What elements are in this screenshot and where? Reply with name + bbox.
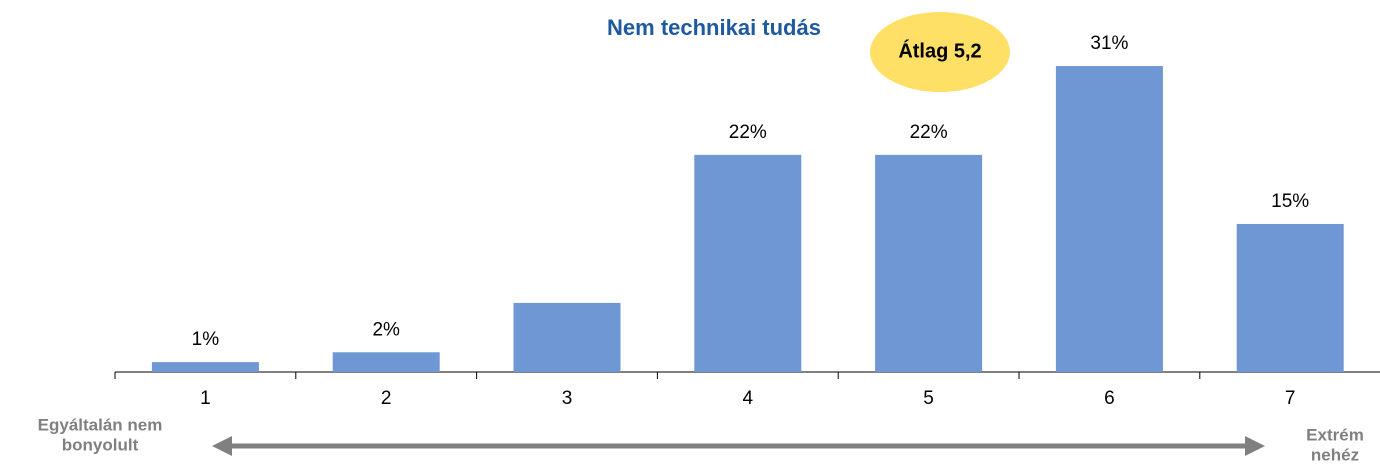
bar [1236,223,1344,372]
bar [151,362,259,372]
value-label: 1% [192,329,220,350]
x-tick-label: 5 [923,388,934,409]
average-badge [870,12,1010,92]
x-tick-label: 7 [1285,388,1296,409]
scale-left-label: bonyolult [62,435,139,454]
value-label: 15% [1271,191,1309,212]
scale-right-label: nehéz [1311,445,1359,464]
average-label: Átlag 5,2 [898,39,981,62]
bar [1055,66,1163,372]
bar [875,154,983,372]
chart-title: Nem technikai tudás [607,15,821,40]
bar [694,154,802,372]
value-label: 22% [910,122,948,143]
bar [513,302,621,372]
scale-right-label: Extrém [1306,425,1364,444]
bar [332,352,440,372]
x-tick-label: 6 [1104,388,1115,409]
scale-left-label: Egyáltalán nem [38,415,163,434]
x-tick-label: 1 [200,388,211,409]
value-label: 31% [1090,33,1128,54]
x-tick-label: 3 [562,388,573,409]
x-tick-label: 2 [381,388,392,409]
value-label: 2% [372,319,400,340]
x-tick-label: 4 [743,388,754,409]
value-label: 22% [729,122,767,143]
